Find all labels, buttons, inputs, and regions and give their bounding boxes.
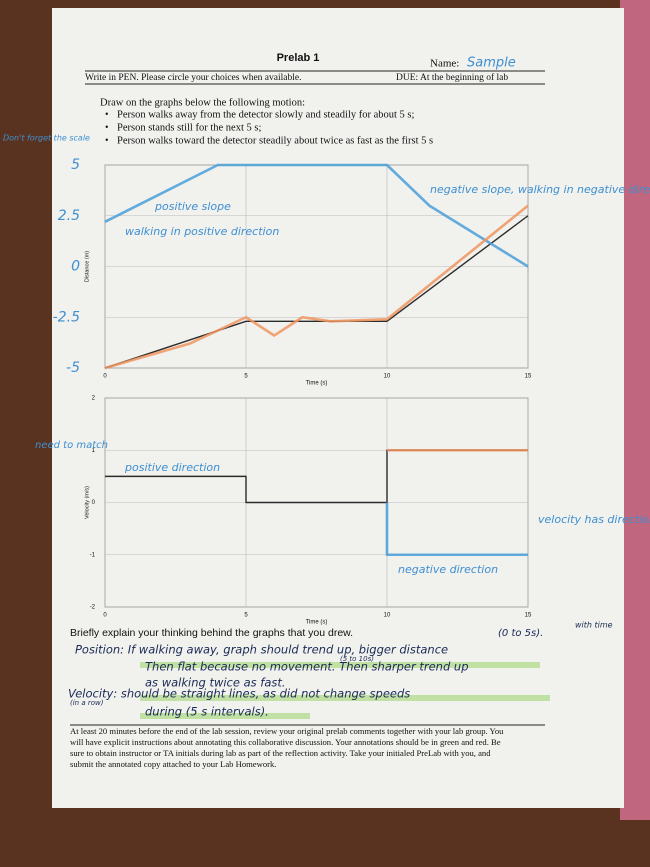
y-tick-label: 0 <box>71 259 80 275</box>
annotation: positive direction <box>124 461 220 474</box>
note: (5 to 10s) <box>340 655 374 663</box>
annotation: velocity has direction <box>538 513 650 526</box>
note: (in a row) <box>70 699 104 707</box>
bullet: • <box>105 122 109 133</box>
data-line <box>104 163 529 268</box>
explanation-line: Then flat because no movement. Then shar… <box>145 660 469 674</box>
note: with time <box>575 621 613 630</box>
highlight <box>140 695 550 701</box>
note: (0 to 5s). <box>498 628 543 639</box>
x-tick-label: 0 <box>103 613 107 619</box>
x-tick-label: 10 <box>384 374 391 380</box>
x-tick-label: 10 <box>384 613 391 619</box>
y-tick-label: 1 <box>92 448 96 454</box>
annotation: need to match <box>35 440 108 451</box>
y-tick-label: -2 <box>90 605 96 611</box>
annotation: negative slope, walking in negative dire… <box>430 183 650 196</box>
y-tick-label: 5 <box>71 157 80 173</box>
task-item: Person stands still for the next 5 s; <box>117 122 261 133</box>
title: Prelab 1 <box>277 52 320 64</box>
explanation-line: Velocity: should be straight lines, as d… <box>68 687 410 701</box>
y-tick-label: -2.5 <box>53 309 80 325</box>
task-intro: Draw on the graphs below the following m… <box>100 97 305 108</box>
name-label: Name: <box>430 58 459 70</box>
y-tick-label: 2 <box>92 396 96 402</box>
x-tick-label: 5 <box>244 374 248 380</box>
annotation: Don't forget the scale <box>3 134 90 143</box>
y-tick-label: 0 <box>92 500 96 506</box>
x-tick-label: 5 <box>244 613 248 619</box>
x-axis-label: Time (s) <box>306 620 328 626</box>
highlight <box>140 713 310 719</box>
footer-line: At least 20 minutes before the end of th… <box>70 726 504 736</box>
explanation-line: as walking twice as fast. <box>145 676 286 690</box>
y-axis-label: Velocity (m/s) <box>84 486 90 519</box>
annotation: positive slope <box>154 200 231 213</box>
footer-line: sure to obtain instructor or TA initials… <box>70 748 491 758</box>
task-item: Person walks toward the detector steadil… <box>117 135 433 146</box>
bullet: • <box>105 109 109 120</box>
due: DUE: At the beginning of lab <box>396 72 508 83</box>
explanation-line: during (5 s intervals). <box>145 705 269 719</box>
data-line <box>385 502 528 557</box>
x-tick-label: 0 <box>103 374 107 380</box>
highlight <box>140 662 540 668</box>
annotation: negative direction <box>398 563 498 576</box>
footer-line: will have explicit instructions about an… <box>70 737 501 747</box>
explanation-prompt: Briefly explain your thinking behind the… <box>70 627 353 639</box>
data-line <box>104 215 529 369</box>
instruction: Write in PEN. Please circle your choices… <box>85 73 301 83</box>
task-item: Person walks away from the detector slow… <box>117 109 415 120</box>
footer-line: submit the annotated copy attached to yo… <box>70 759 276 769</box>
name: Sample <box>467 56 516 71</box>
y-tick-label: -1 <box>90 552 96 558</box>
folder-edge <box>620 0 650 820</box>
bullet: • <box>105 135 109 146</box>
paper <box>52 8 624 808</box>
x-axis-label: Time (s) <box>306 381 328 387</box>
annotation: walking in positive direction <box>125 225 279 238</box>
explanation-line: Position: If walking away, graph should … <box>75 643 448 657</box>
x-tick-label: 15 <box>525 613 532 619</box>
y-axis-label: Distance (m) <box>84 251 90 282</box>
x-tick-label: 15 <box>525 374 532 380</box>
y-tick-label: -5 <box>66 360 80 376</box>
y-tick-label: 2.5 <box>58 208 80 224</box>
data-line <box>104 204 529 370</box>
